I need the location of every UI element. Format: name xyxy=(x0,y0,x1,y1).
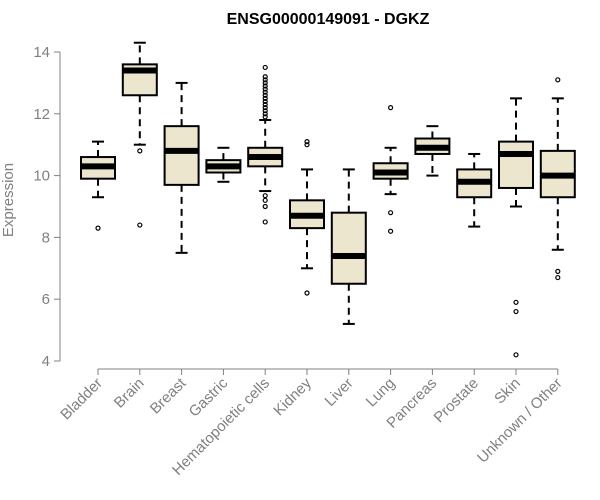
outlier-point xyxy=(262,89,268,95)
outlier-point xyxy=(513,299,519,305)
outlier-point xyxy=(262,197,268,203)
outlier-point xyxy=(262,101,268,108)
outlier-point xyxy=(262,98,268,105)
outlier-point xyxy=(262,92,268,98)
x-tick-label: Breast xyxy=(147,374,190,417)
outlier-point xyxy=(555,77,561,83)
outlier-point xyxy=(262,193,268,199)
outlier-point xyxy=(513,352,519,358)
iqr-box xyxy=(498,140,534,189)
outlier-point xyxy=(304,142,310,148)
outlier-point xyxy=(388,210,394,216)
iqr-box xyxy=(330,211,367,285)
y-tick-label: 4 xyxy=(42,353,50,370)
y-tick-label: 14 xyxy=(33,44,50,61)
box-group xyxy=(247,64,284,225)
box-group xyxy=(456,152,493,228)
y-tick-label: 12 xyxy=(33,106,50,123)
box-group xyxy=(163,81,200,254)
box-group xyxy=(121,41,158,228)
outlier-point xyxy=(262,95,268,101)
outlier-point xyxy=(388,228,394,234)
y-axis-label: Expression xyxy=(0,163,17,237)
outlier-point xyxy=(262,77,268,83)
box-group xyxy=(80,140,116,231)
y-tick-label: 8 xyxy=(42,229,50,246)
outlier-point xyxy=(262,74,268,80)
box-group xyxy=(539,77,576,281)
outlier-point xyxy=(304,290,310,296)
box-group xyxy=(205,146,242,183)
outlier-point xyxy=(95,225,101,231)
x-tick-label: Kidney xyxy=(270,374,315,419)
outlier-point xyxy=(262,203,268,210)
box-group xyxy=(330,168,367,325)
outlier-point xyxy=(304,139,310,145)
y-axis: 4 6 8 10 12 14 xyxy=(33,44,61,370)
outlier-point xyxy=(555,268,561,274)
outlier-point xyxy=(262,80,268,86)
x-tick-label: Brain xyxy=(111,375,148,412)
x-tick-label: Liver xyxy=(322,375,357,410)
iqr-box xyxy=(163,125,200,186)
box-group xyxy=(289,139,325,296)
x-tick-label: Lung xyxy=(363,375,399,411)
outlier-point xyxy=(262,105,268,111)
outlier-point xyxy=(262,64,268,71)
outlier-point xyxy=(555,274,561,281)
outlier-point xyxy=(137,222,143,228)
outlier-point xyxy=(262,86,268,92)
box-group xyxy=(414,125,451,177)
x-tick-label: Bladder xyxy=(57,375,106,424)
outlier-point xyxy=(137,148,143,154)
outlier-point xyxy=(262,111,268,117)
chart-title: ENSG00000149091 - DGKZ xyxy=(227,11,430,28)
outlier-point xyxy=(262,114,268,120)
y-tick-label: 10 xyxy=(33,168,50,185)
boxes-layer xyxy=(80,41,576,358)
outlier-point xyxy=(262,83,268,89)
outlier-point xyxy=(262,219,268,225)
x-tick-label: Prostate xyxy=(430,375,482,427)
box-group xyxy=(498,97,534,358)
y-tick-label: 6 xyxy=(42,291,50,308)
box-group xyxy=(372,105,409,234)
outlier-point xyxy=(262,108,268,114)
outlier-point xyxy=(513,308,519,315)
x-tick-label: Skin xyxy=(491,375,524,408)
outlier-point xyxy=(388,105,394,111)
